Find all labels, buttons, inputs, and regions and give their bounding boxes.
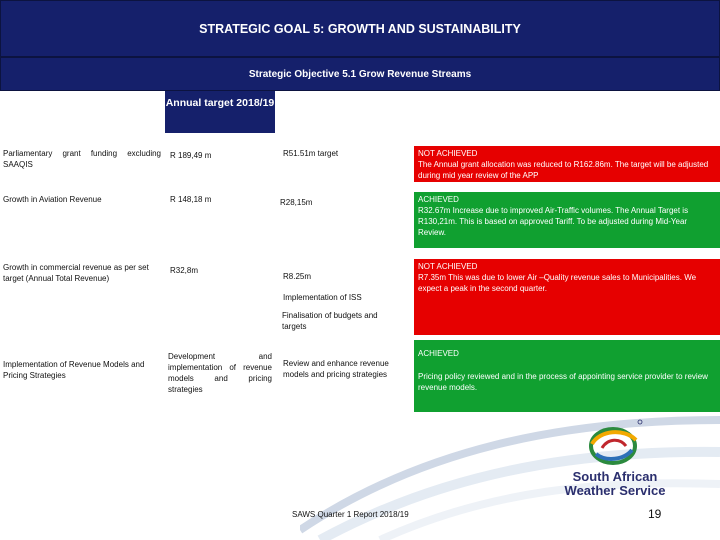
- logo-line1: South African: [572, 469, 658, 484]
- row4-indicator: Implementation of Revenue Models and Pri…: [3, 360, 145, 380]
- row1-q1-target: R51.51m target: [283, 149, 339, 158]
- header-indicator: Performance indicator: [0, 95, 162, 125]
- row2-annual-target: R 148,18 m: [170, 195, 212, 204]
- header-q1-suffix: Quarter Target: [314, 99, 390, 112]
- logo-line2: Weather Service: [564, 483, 666, 498]
- row4-annual-target: Development and implementation of revenu…: [168, 352, 272, 394]
- header-progress-label: Progress and Analysis: [511, 97, 625, 109]
- page-number: 19: [648, 507, 662, 521]
- footer-report: SAWS Quarter 1 Report 2018/19: [292, 510, 409, 519]
- row3-status-label: NOT ACHIEVED: [418, 262, 478, 271]
- saws-emblem-icon: [589, 419, 643, 465]
- row3-status-text: R7.35m This was due to lower Air –Qualit…: [418, 273, 697, 293]
- header-q1-target: 1st Quarter Target: [278, 95, 413, 125]
- header-q1-prefix: 1: [301, 99, 308, 112]
- header-progress: Progress and Analysis: [416, 95, 720, 125]
- row3-annual-target: R32,8m: [170, 266, 199, 275]
- row2-status-text: R32.67m Increase due to improved Air-Tra…: [418, 206, 689, 237]
- decorative-swoosh-icon: [300, 416, 720, 540]
- row4-q1-target: Review and enhance revenue models and pr…: [283, 359, 389, 379]
- slide-title: STRATEGIC GOAL 5: GROWTH AND SUSTAINABIL…: [0, 0, 720, 57]
- row1-status-label: NOT ACHIEVED: [418, 149, 478, 158]
- objective-text: Strategic Objective 5.1 Grow Revenue Str…: [248, 68, 472, 80]
- objective-band: Strategic Objective 5.1 Grow Revenue Str…: [0, 57, 720, 91]
- row3-status-cell: NOT ACHIEVED R7.35m This was due to lowe…: [414, 259, 720, 335]
- row1-indicator: Parliamentary grant funding excluding SA…: [3, 149, 161, 169]
- header-indicator-label: Performance indicator: [25, 97, 137, 109]
- row2-status-label: ACHIEVED: [418, 195, 459, 204]
- row2-q1-target: R28,15m: [280, 198, 313, 207]
- row3-q1-target: R8.25m: [283, 272, 312, 281]
- row4-status-text: Pricing policy reviewed and in the proce…: [418, 372, 708, 392]
- header-annual-target: Annual target 2018/19: [165, 91, 275, 133]
- row1-status-text: The Annual grant allocation was reduced …: [418, 160, 709, 180]
- header-annual-target-label: Annual target 2018/19: [165, 97, 275, 109]
- row4-status-label: ACHIEVED: [418, 349, 459, 358]
- row2-status-cell: ACHIEVED R32.67m Increase due to improve…: [414, 192, 720, 248]
- row4-status-cell: ACHIEVED Pricing policy reviewed and in …: [414, 340, 720, 412]
- row2-indicator: Growth in Aviation Revenue: [3, 195, 102, 204]
- row1-annual-target: R 189,49 m: [170, 151, 212, 160]
- row3-indicator: Growth in commercial revenue as per set …: [3, 263, 149, 283]
- row3-q1-extra: Implementation of ISS: [283, 293, 362, 302]
- slide-title-text: STRATEGIC GOAL 5: GROWTH AND SUSTAINABIL…: [199, 21, 521, 36]
- row1-status-cell: NOT ACHIEVED The Annual grant allocation…: [414, 146, 720, 182]
- saws-logo: South African Weather Service: [560, 418, 670, 518]
- row4-pre-note: Finalisation of budgets and targets: [282, 311, 378, 331]
- header-q1-sup: st: [307, 99, 314, 106]
